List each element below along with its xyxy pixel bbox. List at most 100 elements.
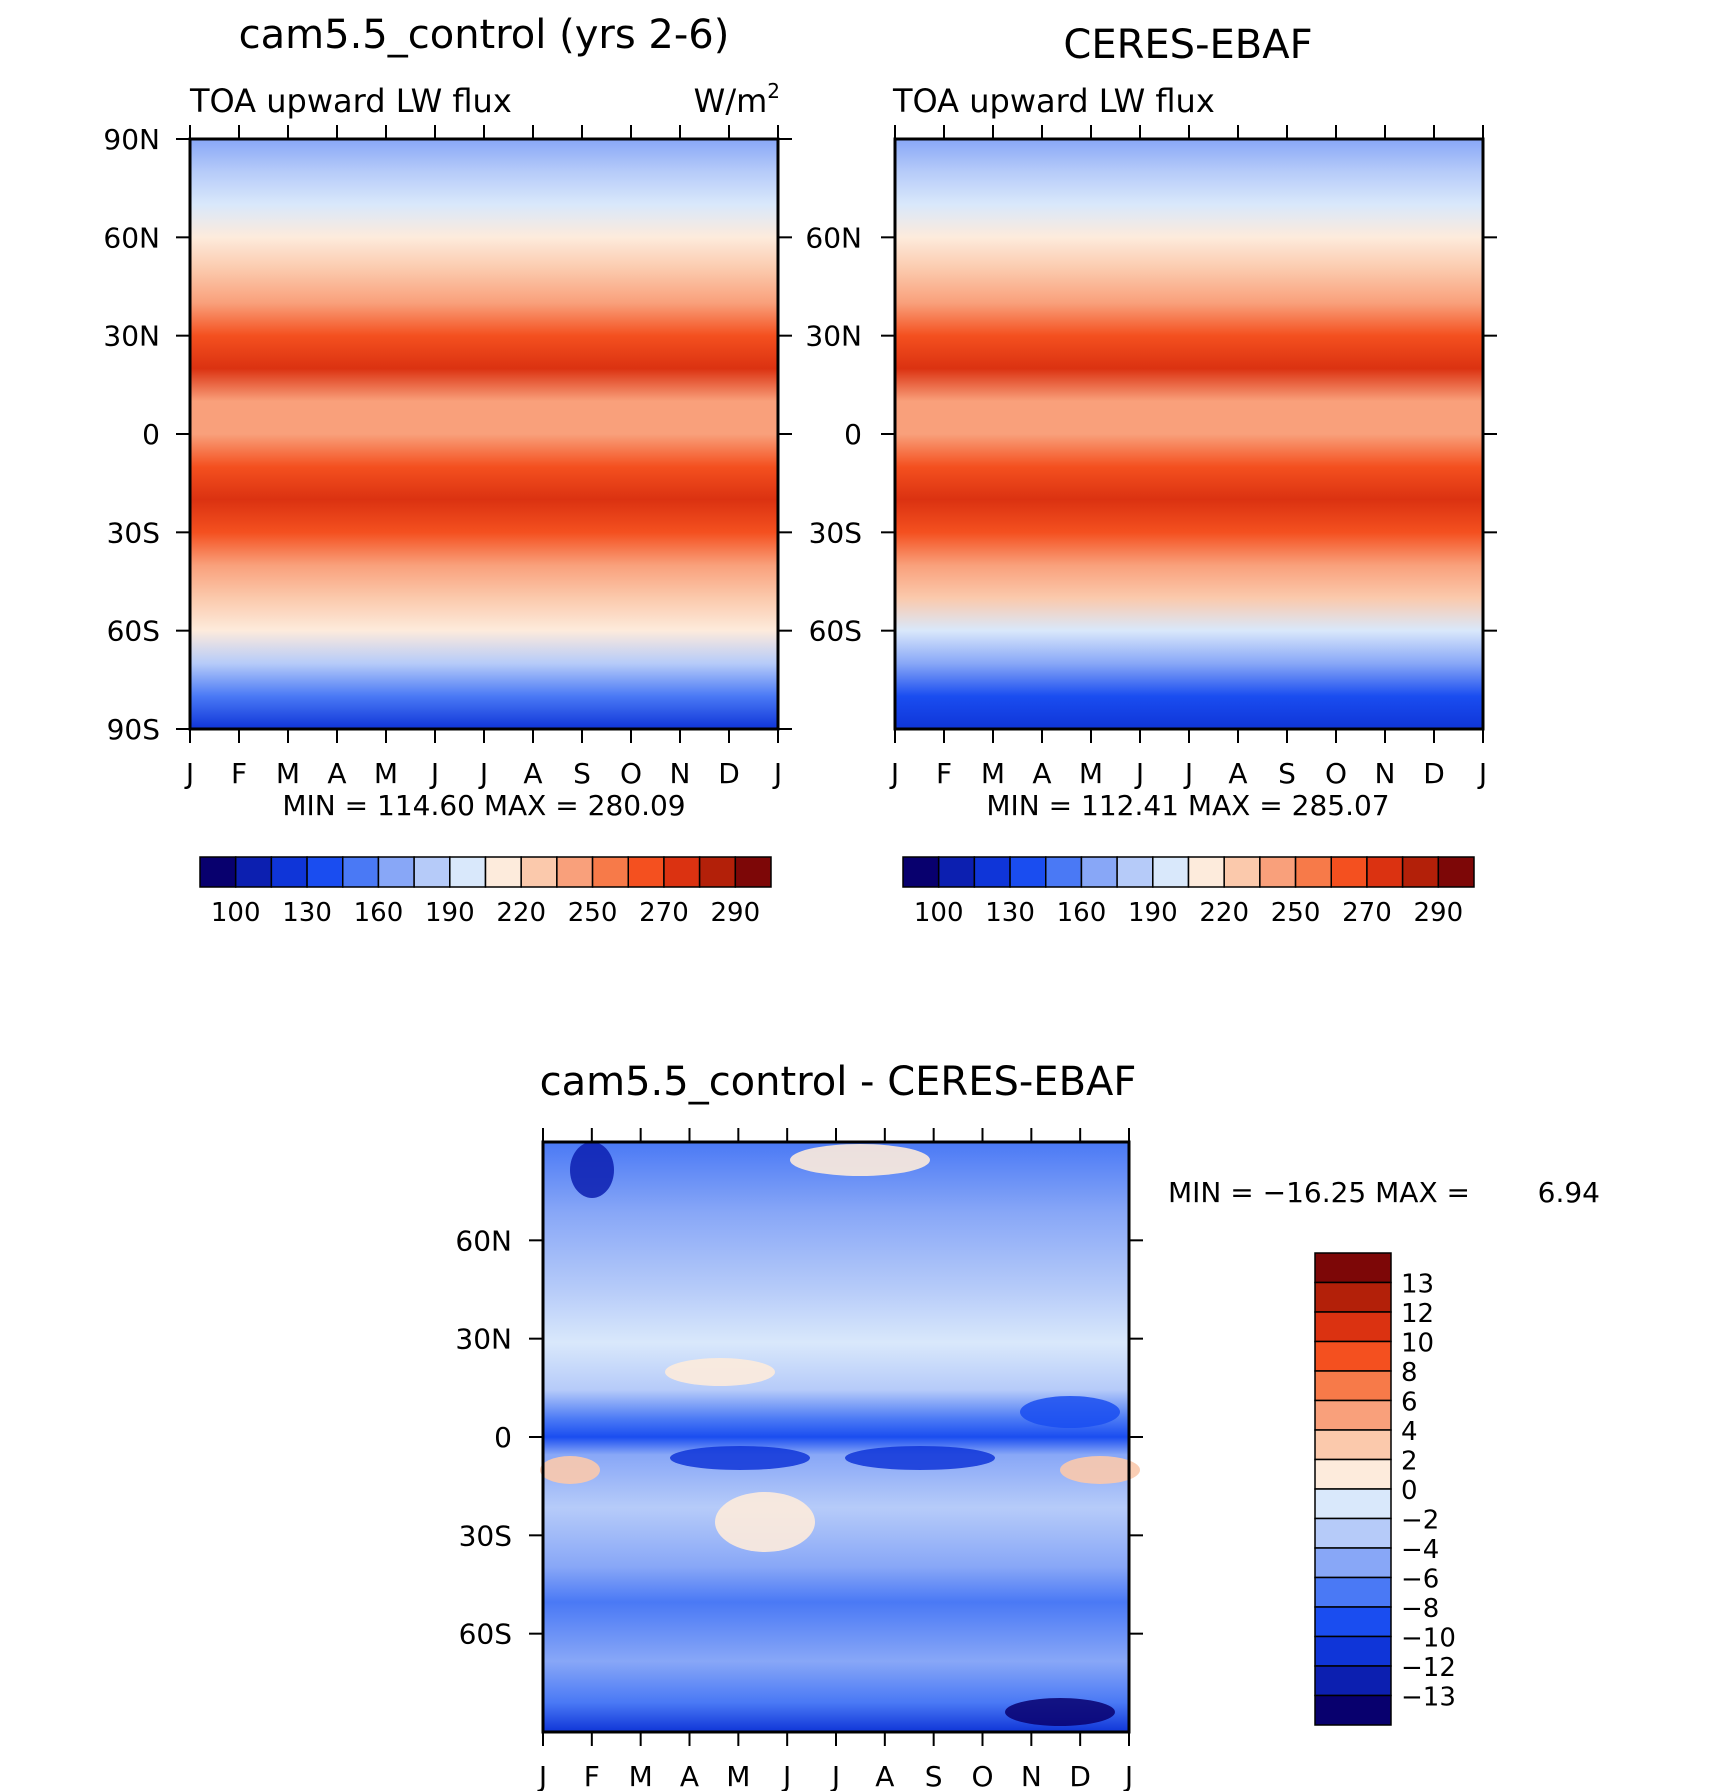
- difference-colorbar-label: 2: [1401, 1447, 1418, 1477]
- difference-x-tick-label: O: [971, 1760, 993, 1791]
- difference-x-tick-label: S: [925, 1760, 943, 1791]
- obs-colorbar-swatch: [1259, 856, 1297, 888]
- obs-subtitle: TOA upward LW flux: [892, 82, 1215, 120]
- difference-x-tick-label: M: [629, 1760, 653, 1791]
- difference-y-tick-label: 30S: [459, 1519, 512, 1552]
- model-colorbar-swatch: [199, 856, 237, 888]
- model-x-tick-label: F: [231, 757, 247, 790]
- obs-colorbar-label: 290: [1413, 898, 1463, 928]
- obs-x-tick-label: J: [1183, 757, 1193, 790]
- obs-colorbar-swatch: [1116, 856, 1154, 888]
- obs-colorbar-swatch: [937, 856, 976, 888]
- obs-colorbar-label: 190: [1128, 898, 1178, 928]
- difference-y-tick-label: 60N: [455, 1224, 512, 1257]
- difference-negative-anomaly: [845, 1446, 995, 1470]
- difference-colorbar-swatch: [1314, 1458, 1392, 1490]
- model-y-tick-label: 90S: [107, 713, 160, 746]
- obs-colorbar-label: 250: [1271, 898, 1321, 928]
- obs-colorbar-swatch: [1401, 856, 1440, 888]
- model-x-tick-label: D: [718, 757, 740, 790]
- obs-x-tick-label: S: [1278, 757, 1296, 790]
- model-x-tick-label: M: [374, 757, 398, 790]
- difference-panel: cam5.5_control - CERES-EBAF: [455, 1059, 1600, 1791]
- difference-negative-anomaly: [670, 1446, 810, 1470]
- obs-colorbar-swatch: [1045, 856, 1083, 888]
- difference-x-tick-label: F: [584, 1760, 600, 1791]
- model-colorbar-label: 270: [639, 898, 689, 928]
- difference-colorbar-swatch: [1314, 1370, 1392, 1402]
- model-x-tick-label: N: [670, 757, 691, 790]
- obs-colorbar-label: 220: [1199, 898, 1249, 928]
- obs-colorbar-swatch: [1187, 856, 1225, 888]
- model-colorbar-label: 190: [425, 898, 475, 928]
- difference-colorbar-swatch: [1314, 1311, 1392, 1343]
- difference-x-tick-label: J: [1123, 1760, 1133, 1791]
- difference-colorbar-label: −10: [1401, 1624, 1456, 1654]
- model-colorbar: 100 130 160 190 220 250 270 290: [199, 856, 772, 928]
- model-x-tick-label: J: [478, 757, 488, 790]
- obs-colorbar-swatch: [973, 856, 1011, 888]
- model-colorbar-label: 290: [710, 898, 760, 928]
- model-x-tick-label: M: [276, 757, 300, 790]
- obs-x-tick-label: A: [1228, 757, 1247, 790]
- model-colorbar-swatch: [556, 856, 594, 888]
- difference-y-tick-label: 60S: [459, 1618, 512, 1651]
- difference-positive-anomaly: [790, 1144, 930, 1176]
- difference-colorbar-label: 13: [1401, 1270, 1434, 1300]
- difference-colorbar-swatch: [1314, 1606, 1392, 1638]
- model-x-tick-label: J: [184, 757, 194, 790]
- model-colorbar-swatch: [449, 856, 487, 888]
- difference-colorbar-label: 10: [1401, 1329, 1434, 1359]
- model-colorbar-swatch: [270, 856, 308, 888]
- model-y-tick-label: 90N: [103, 123, 160, 156]
- model-colorbar-label: 160: [354, 898, 404, 928]
- model-subtitle: TOA upward LW flux: [189, 82, 512, 120]
- difference-colorbar-swatch: [1314, 1340, 1392, 1372]
- obs-y-tick-label: 60S: [809, 615, 862, 648]
- difference-positive-anomaly: [1060, 1456, 1140, 1484]
- difference-colorbar-swatch: [1314, 1665, 1392, 1697]
- model-y-tick-label: 60S: [107, 615, 160, 648]
- difference-colorbar-swatch: [1314, 1576, 1392, 1608]
- obs-title: CERES-EBAF: [1063, 22, 1312, 68]
- model-colorbar-swatch: [413, 856, 451, 888]
- difference-x-tick-label: N: [1021, 1760, 1042, 1791]
- difference-colorbar-label: −6: [1401, 1565, 1439, 1595]
- model-title: cam5.5_control (yrs 2-6): [239, 12, 730, 58]
- obs-y-tick-label: 60N: [805, 221, 862, 254]
- difference-x-tick-label: D: [1069, 1760, 1091, 1791]
- obs-colorbar-swatch: [1366, 856, 1404, 888]
- difference-colorbar-label: −2: [1401, 1506, 1439, 1536]
- obs-colorbar: 100 130 160 190 220 250 270 290: [902, 856, 1475, 928]
- units-label: W/m2: [694, 79, 780, 120]
- difference-contour-field: [543, 1142, 1129, 1732]
- difference-colorbar-label: 8: [1401, 1358, 1418, 1388]
- model-colorbar-swatch: [484, 856, 522, 888]
- model-contour-field: [190, 139, 778, 729]
- difference-colorbar-label: 4: [1401, 1417, 1418, 1447]
- obs-colorbar-swatch: [1437, 856, 1475, 888]
- obs-colorbar-label: 160: [1057, 898, 1107, 928]
- difference-positive-anomaly: [665, 1358, 775, 1386]
- difference-negative-anomaly: [1005, 1698, 1115, 1726]
- difference-minmax-label: MIN = −16.25 MAX =: [1168, 1176, 1470, 1209]
- obs-colorbar-label: 270: [1342, 898, 1392, 928]
- difference-y-tick-label: 30N: [455, 1323, 512, 1356]
- obs-contour-field: [895, 139, 1483, 729]
- model-colorbar-swatch: [234, 856, 273, 888]
- obs-x-tick-label: A: [1032, 757, 1051, 790]
- model-colorbar-label: 250: [568, 898, 618, 928]
- difference-colorbar-label: −13: [1401, 1683, 1456, 1713]
- obs-x-tick-label: O: [1325, 757, 1347, 790]
- difference-colorbar-swatch: [1314, 1399, 1392, 1431]
- obs-y-tick-label: 30N: [805, 320, 862, 353]
- obs-colorbar-swatch: [1009, 856, 1047, 888]
- obs-x-tick-label: J: [1134, 757, 1144, 790]
- obs-minmax: MIN = 112.41 MAX = 285.07: [986, 789, 1389, 822]
- obs-x-tick-label: M: [981, 757, 1005, 790]
- difference-colorbar-label: 12: [1401, 1299, 1434, 1329]
- difference-colorbar-swatch: [1314, 1694, 1392, 1726]
- obs-x-tick-label: M: [1079, 757, 1103, 790]
